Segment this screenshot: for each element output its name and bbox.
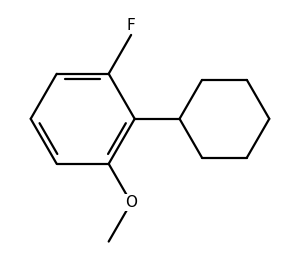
Text: O: O (125, 195, 137, 210)
Text: F: F (127, 18, 136, 33)
